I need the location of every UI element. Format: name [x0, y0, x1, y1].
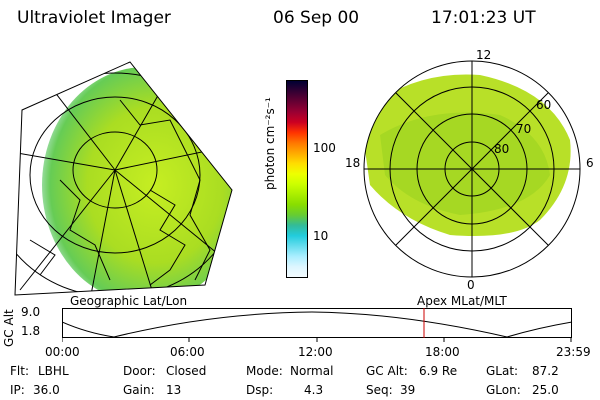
altitude-plot — [62, 308, 573, 342]
altitude-ylabel: GC Alt — [2, 309, 16, 347]
apex-caption: Apex MLat/MLT — [417, 294, 507, 308]
seq-value: 39 — [400, 383, 416, 397]
date: 06 Sep 00 — [273, 8, 360, 28]
glon-label: GLon: — [486, 383, 521, 397]
xtick-1800: 18:00 — [425, 345, 460, 359]
gcalt-label: GC Alt: — [366, 364, 408, 378]
altitude-ytick-high: 9.0 — [21, 305, 41, 319]
mlt-label-18: 18 — [345, 156, 360, 170]
flt-label: Flt: — [10, 364, 29, 378]
mlt-label-6: 6 — [586, 156, 594, 170]
colorbar-label: photon cm⁻²s⁻¹ — [263, 97, 277, 190]
mlt-label-0: 0 — [467, 278, 475, 292]
door-value: Closed — [166, 364, 207, 378]
geographic-caption: Geographic Lat/Lon — [70, 294, 188, 308]
xtick-0600: 06:00 — [170, 345, 205, 359]
xtick-1200: 12:00 — [298, 345, 333, 359]
mode-value: Normal — [290, 364, 334, 378]
mode-label: Mode: — [246, 364, 283, 378]
ip-value: 36.0 — [33, 383, 60, 397]
lat-label-60: 60 — [536, 98, 551, 112]
mlt-label-12: 12 — [476, 48, 491, 62]
xtick-2359: 23:59 — [556, 345, 591, 359]
gain-label: Gain: — [123, 383, 155, 397]
glon-value: 25.0 — [532, 383, 559, 397]
altitude-ytick-low: 1.8 — [21, 324, 41, 338]
door-label: Door: — [123, 364, 156, 378]
colorbar-tick-100: 100 — [313, 141, 336, 155]
flt-value: LBHL — [38, 364, 69, 378]
glat-value: 87.2 — [532, 364, 559, 378]
colorbar — [286, 80, 308, 278]
gain-value: 13 — [166, 383, 182, 397]
time: 17:01:23 UT — [431, 8, 536, 28]
glat-label: GLat: — [486, 364, 519, 378]
dsp-value: 4.3 — [304, 383, 324, 397]
ip-label: IP: — [10, 383, 25, 397]
dsp-label: Dsp: — [246, 383, 274, 397]
title: Ultraviolet Imager — [17, 8, 171, 28]
magnetic-polar-map: 12 18 6 0 60 70 80 — [345, 48, 594, 292]
lat-label-80: 80 — [494, 142, 509, 156]
gcalt-value: 6.9 Re — [419, 364, 458, 378]
xtick-0000: 00:00 — [45, 345, 80, 359]
seq-label: Seq: — [366, 383, 393, 397]
colorbar-tick-10: 10 — [313, 229, 329, 243]
altitude-curve — [62, 311, 573, 338]
geographic-map — [14, 61, 233, 296]
lat-label-70: 70 — [516, 122, 531, 136]
